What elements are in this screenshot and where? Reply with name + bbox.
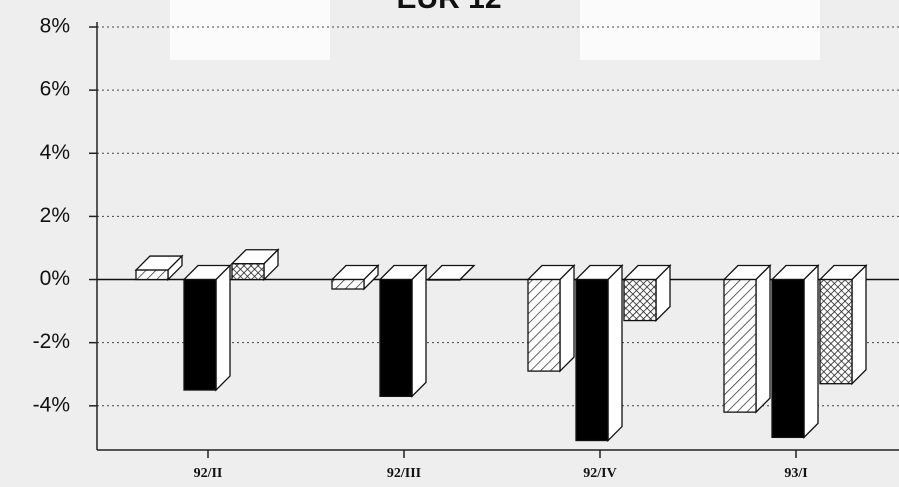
bar [427, 278, 461, 281]
bar-side [803, 263, 819, 439]
bar-side [459, 265, 475, 280]
bar [771, 278, 805, 439]
bar-side [559, 263, 575, 373]
bar [135, 269, 169, 281]
x-tick-label: 92/III [387, 466, 421, 481]
bar [623, 278, 657, 322]
y-tick-label: 4% [40, 141, 70, 164]
bar [331, 278, 365, 290]
y-tick-label: 8% [40, 15, 70, 38]
chart-title: EUR 12 [396, 0, 501, 15]
bar-side [851, 263, 867, 386]
y-tick-label: -4% [33, 393, 70, 416]
bar-side [215, 263, 231, 392]
bar-side [755, 263, 771, 414]
y-tick-label: -2% [33, 330, 70, 353]
bar [575, 278, 609, 442]
bar-side [411, 263, 427, 398]
y-tick-label: 6% [40, 78, 70, 101]
y-tick-label: 0% [40, 267, 70, 290]
bar [819, 278, 853, 385]
bar [527, 278, 561, 372]
scan-patch [170, 0, 330, 60]
bar [723, 278, 757, 413]
bar [379, 278, 413, 397]
x-tick-label: 93/I [784, 466, 807, 481]
bar [183, 278, 217, 391]
y-tick-label: 2% [40, 204, 70, 227]
x-tick-label: 92/IV [583, 466, 616, 481]
x-tick-label: 92/II [194, 466, 223, 481]
scan-patch [580, 0, 820, 60]
bar [231, 263, 265, 281]
bar-side [607, 263, 623, 443]
